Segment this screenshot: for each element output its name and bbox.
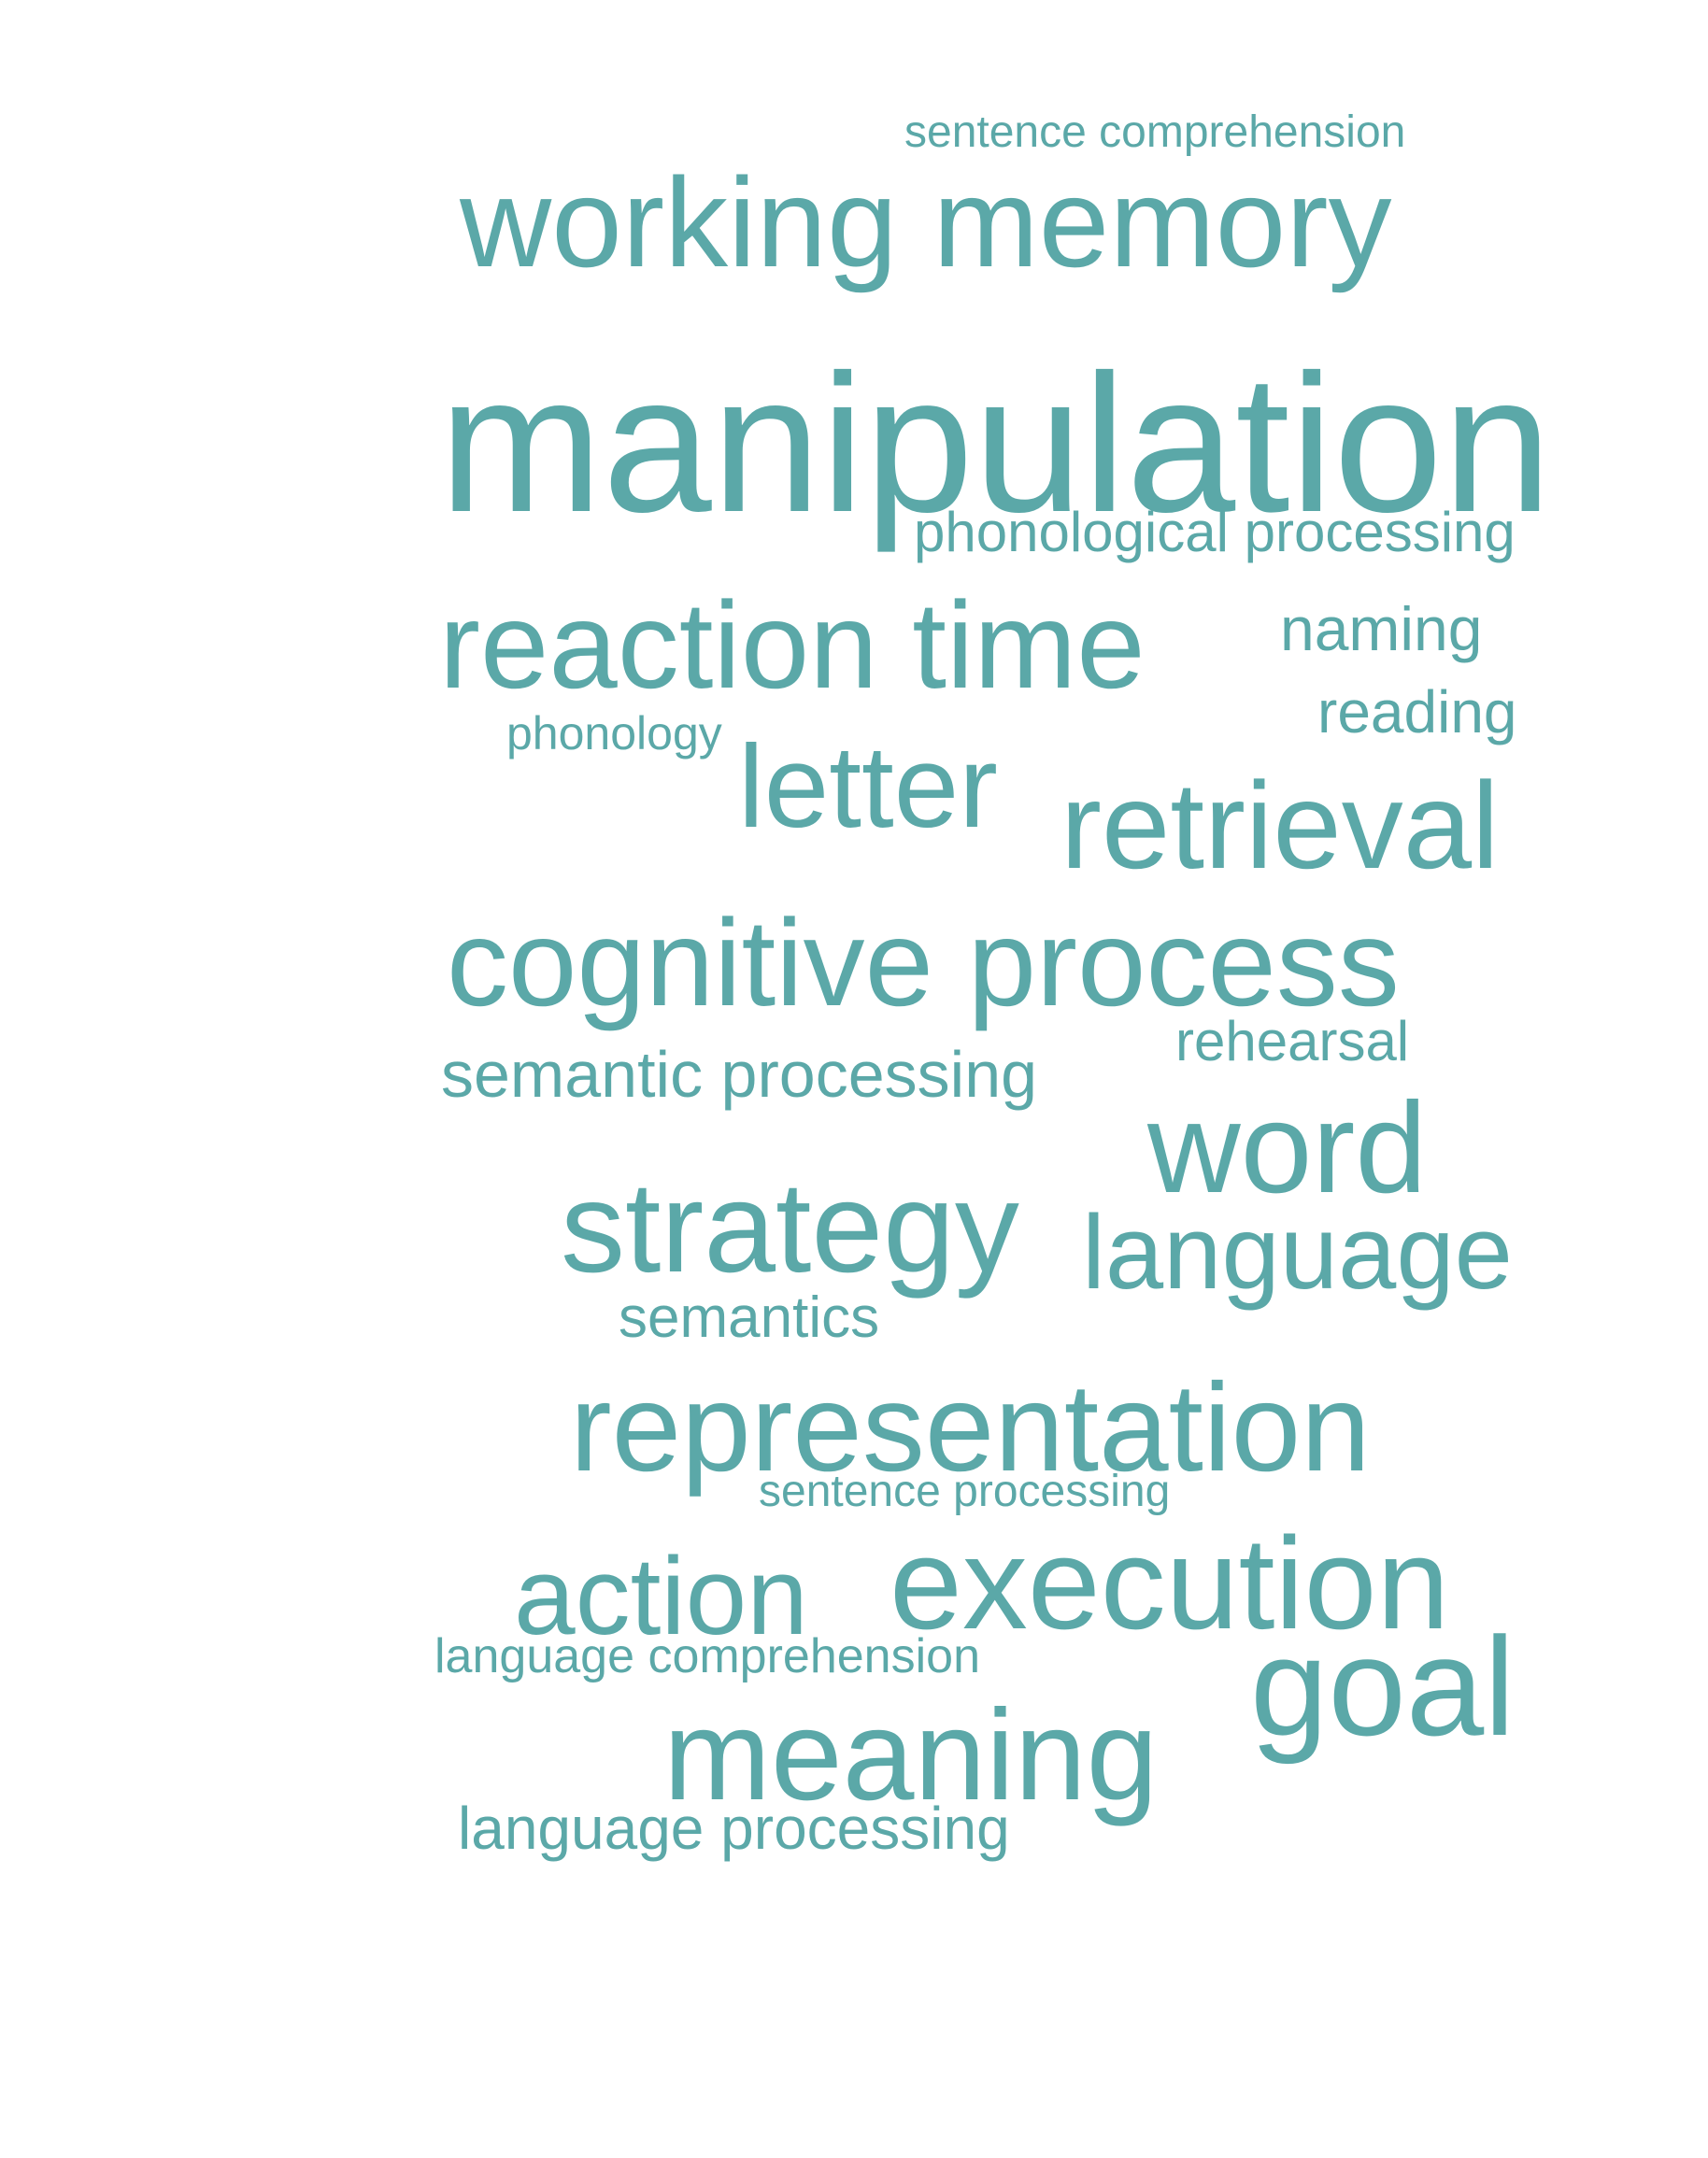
word-working-memory: working memory (460, 151, 1392, 293)
word-sentence-processing: sentence processing (759, 1467, 1171, 1516)
word-reading: reading (1317, 678, 1517, 745)
word-phonology: phonology (506, 707, 722, 760)
word-goal: goal (1250, 1608, 1516, 1765)
word-semantics: semantics (619, 1285, 880, 1350)
word-strategy: strategy (561, 1156, 1019, 1299)
word-semantic-processing: semantic processing (441, 1038, 1038, 1111)
word-execution: execution (890, 1510, 1450, 1656)
word-word: word (1147, 1076, 1428, 1220)
word-phonological-processing: phonological processing (914, 501, 1516, 563)
word-retrieval: retrieval (1060, 757, 1500, 894)
word-action: action (514, 1535, 808, 1658)
word-reaction-time: reaction time (439, 576, 1146, 714)
word-rehearsal: rehearsal (1175, 1010, 1410, 1072)
word-cognitive-process: cognitive process (447, 894, 1400, 1031)
word-sentence-comprehension: sentence comprehension (904, 107, 1406, 157)
word-naming: naming (1280, 594, 1483, 663)
word-language-comprehension: language comprehension (434, 1629, 980, 1683)
word-meaning: meaning (663, 1683, 1159, 1827)
word-representation: representation (570, 1358, 1371, 1498)
word-language-processing: language processing (458, 1795, 1010, 1862)
word-manipulation: manipulation (439, 334, 1552, 553)
word-letter: letter (738, 722, 998, 852)
word-language: language (1082, 1194, 1513, 1311)
